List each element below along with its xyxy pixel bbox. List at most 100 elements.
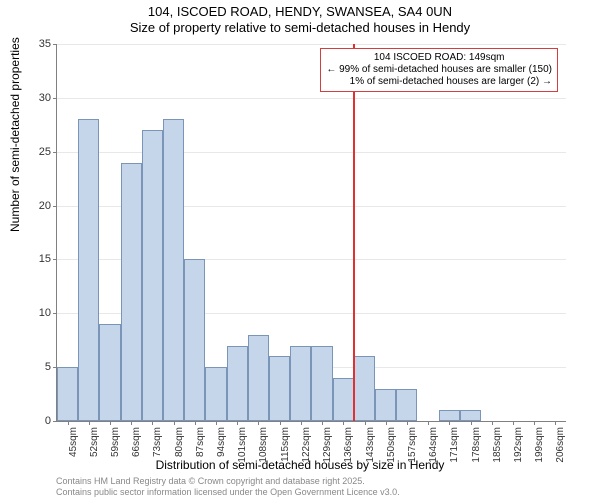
- x-tick-label: 59sqm: [110, 427, 121, 457]
- property-marker-line: [353, 44, 355, 421]
- y-tick-mark: [53, 44, 57, 45]
- x-tick-mark: [195, 421, 196, 425]
- bar-slot: [417, 44, 438, 421]
- bar-slot: [333, 44, 354, 421]
- x-tick-mark: [534, 421, 535, 425]
- x-tick-label: 45sqm: [68, 427, 79, 457]
- bar-slot: [163, 44, 184, 421]
- x-tick-mark: [449, 421, 450, 425]
- title-line-1: 104, ISCOED ROAD, HENDY, SWANSEA, SA4 0U…: [0, 4, 600, 20]
- x-tick-mark: [492, 421, 493, 425]
- bar-slot: [481, 44, 502, 421]
- y-tick-mark: [53, 152, 57, 153]
- attribution: Contains HM Land Registry data © Crown c…: [56, 476, 400, 498]
- bar: [290, 346, 311, 421]
- x-tick-mark: [110, 421, 111, 425]
- bar-slot: [523, 44, 544, 421]
- bar-slot: [439, 44, 460, 421]
- bar: [205, 367, 226, 421]
- x-tick-label: 66sqm: [131, 427, 142, 457]
- y-tick-mark: [53, 259, 57, 260]
- x-tick-mark: [513, 421, 514, 425]
- x-tick-mark: [237, 421, 238, 425]
- bar-slot: [248, 44, 269, 421]
- bar-slot: [396, 44, 417, 421]
- annotation-line-3: 1% of semi-detached houses are larger (2…: [326, 76, 552, 88]
- annotation-box: 104 ISCOED ROAD: 149sqm ← 99% of semi-de…: [320, 48, 558, 92]
- bar: [121, 163, 142, 422]
- x-tick-mark: [322, 421, 323, 425]
- annotation-line-2: ← 99% of semi-detached houses are smalle…: [326, 64, 552, 76]
- bar: [227, 346, 248, 421]
- bar-slot: [99, 44, 120, 421]
- bar: [248, 335, 269, 421]
- bar: [184, 259, 205, 421]
- bar-slot: [460, 44, 481, 421]
- x-tick-mark: [301, 421, 302, 425]
- y-tick-mark: [53, 367, 57, 368]
- x-tick-mark: [555, 421, 556, 425]
- x-ticks: 45sqm 52sqm 59sqm 66sqm 73sqm 80sqm 87sqm 94sqm…: [57, 421, 566, 481]
- title-block: 104, ISCOED ROAD, HENDY, SWANSEA, SA4 0U…: [0, 0, 600, 37]
- plot-area: 104 ISCOED ROAD: 149sqm ← 99% of semi-de…: [56, 44, 566, 422]
- x-tick-mark: [365, 421, 366, 425]
- y-tick-mark: [53, 313, 57, 314]
- y-tick-mark: [53, 206, 57, 207]
- bar: [460, 410, 481, 421]
- attribution-line-1: Contains HM Land Registry data © Crown c…: [56, 476, 400, 487]
- bar-slot: [142, 44, 163, 421]
- x-tick-label: 80sqm: [174, 427, 185, 457]
- annotation-line-1: 104 ISCOED ROAD: 149sqm: [326, 52, 552, 64]
- x-tick-mark: [386, 421, 387, 425]
- bar-slot: [375, 44, 396, 421]
- bar-slot: [57, 44, 78, 421]
- bar: [375, 389, 396, 421]
- x-tick-mark: [131, 421, 132, 425]
- x-tick-label: 52sqm: [89, 427, 100, 457]
- chart-container: 104, ISCOED ROAD, HENDY, SWANSEA, SA4 0U…: [0, 0, 600, 500]
- x-tick-mark: [280, 421, 281, 425]
- bars: [57, 44, 566, 421]
- x-tick-label: 94sqm: [216, 427, 227, 457]
- x-tick-mark: [428, 421, 429, 425]
- plot-inner: 104 ISCOED ROAD: 149sqm ← 99% of semi-de…: [56, 44, 566, 422]
- bar: [333, 378, 354, 421]
- x-tick-mark: [471, 421, 472, 425]
- bar: [396, 389, 417, 421]
- x-tick-mark: [89, 421, 90, 425]
- bar: [78, 119, 99, 421]
- x-tick-label: 115sqm: [280, 427, 291, 462]
- x-tick-label: 73sqm: [152, 427, 163, 457]
- bar: [99, 324, 120, 421]
- bar-slot: [311, 44, 332, 421]
- bar-slot: [354, 44, 375, 421]
- bar-slot: [121, 44, 142, 421]
- title-line-2: Size of property relative to semi-detach…: [0, 20, 600, 36]
- bar-slot: [269, 44, 290, 421]
- bar: [163, 119, 184, 421]
- x-tick-mark: [152, 421, 153, 425]
- x-tick-mark: [343, 421, 344, 425]
- attribution-line-2: Contains public sector information licen…: [56, 487, 400, 498]
- bar-slot: [78, 44, 99, 421]
- x-tick-mark: [68, 421, 69, 425]
- x-tick-label: 87sqm: [195, 427, 206, 457]
- y-tick-mark: [53, 98, 57, 99]
- bar-slot: [545, 44, 566, 421]
- bar: [311, 346, 332, 421]
- bar-slot: [227, 44, 248, 421]
- x-tick-mark: [407, 421, 408, 425]
- x-axis-label: Distribution of semi-detached houses by …: [0, 458, 600, 472]
- bar-slot: [502, 44, 523, 421]
- bar: [354, 356, 375, 421]
- bar-slot: [205, 44, 226, 421]
- x-tick-mark: [258, 421, 259, 425]
- bar: [439, 410, 460, 421]
- bar-slot: [184, 44, 205, 421]
- bar: [142, 130, 163, 421]
- x-tick-mark: [174, 421, 175, 425]
- bar-slot: [290, 44, 311, 421]
- bar: [57, 367, 78, 421]
- bar: [269, 356, 290, 421]
- x-tick-mark: [216, 421, 217, 425]
